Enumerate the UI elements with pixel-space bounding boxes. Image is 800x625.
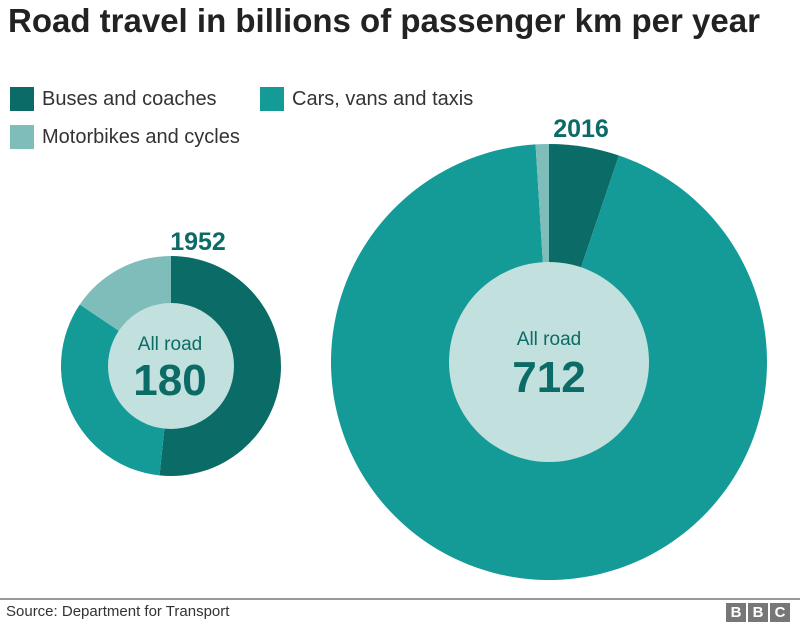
bbc-logo: B B C <box>726 603 790 622</box>
donut-center <box>108 303 234 429</box>
center-total-1952: 180 <box>133 356 206 405</box>
donut-center <box>449 262 649 462</box>
legend-label: Motorbikes and cycles <box>42 125 240 148</box>
chart-title: Road travel in billions of passenger km … <box>8 2 760 39</box>
legend-label: Cars, vans and taxis <box>292 87 474 110</box>
legend-swatch-motorbikes <box>10 125 34 149</box>
donut-1952 <box>60 256 281 476</box>
logo-letter: C <box>770 603 790 622</box>
legend-item-motorbikes: Motorbikes and cycles <box>10 125 240 149</box>
legend-label: Buses and coaches <box>42 87 217 110</box>
center-label-1952: All road <box>138 334 202 355</box>
center-total-2016: 712 <box>512 353 585 402</box>
legend-item-cars: Cars, vans and taxis <box>260 87 473 111</box>
legend-item-buses: Buses and coaches <box>10 87 217 111</box>
center-label-2016: All road <box>517 329 581 350</box>
footer-divider <box>0 598 800 600</box>
donut-2016 <box>330 144 767 580</box>
year-label-1952: 1952 <box>170 228 226 256</box>
year-label-2016: 2016 <box>553 115 609 143</box>
logo-letter: B <box>726 603 746 622</box>
logo-letter: B <box>748 603 768 622</box>
legend-swatch-cars <box>260 87 284 111</box>
legend-swatch-buses <box>10 87 34 111</box>
donut-charts: 1952 2016 All road 180 All road 712 <box>60 115 767 580</box>
source-note: Source: Department for Transport <box>6 603 230 620</box>
